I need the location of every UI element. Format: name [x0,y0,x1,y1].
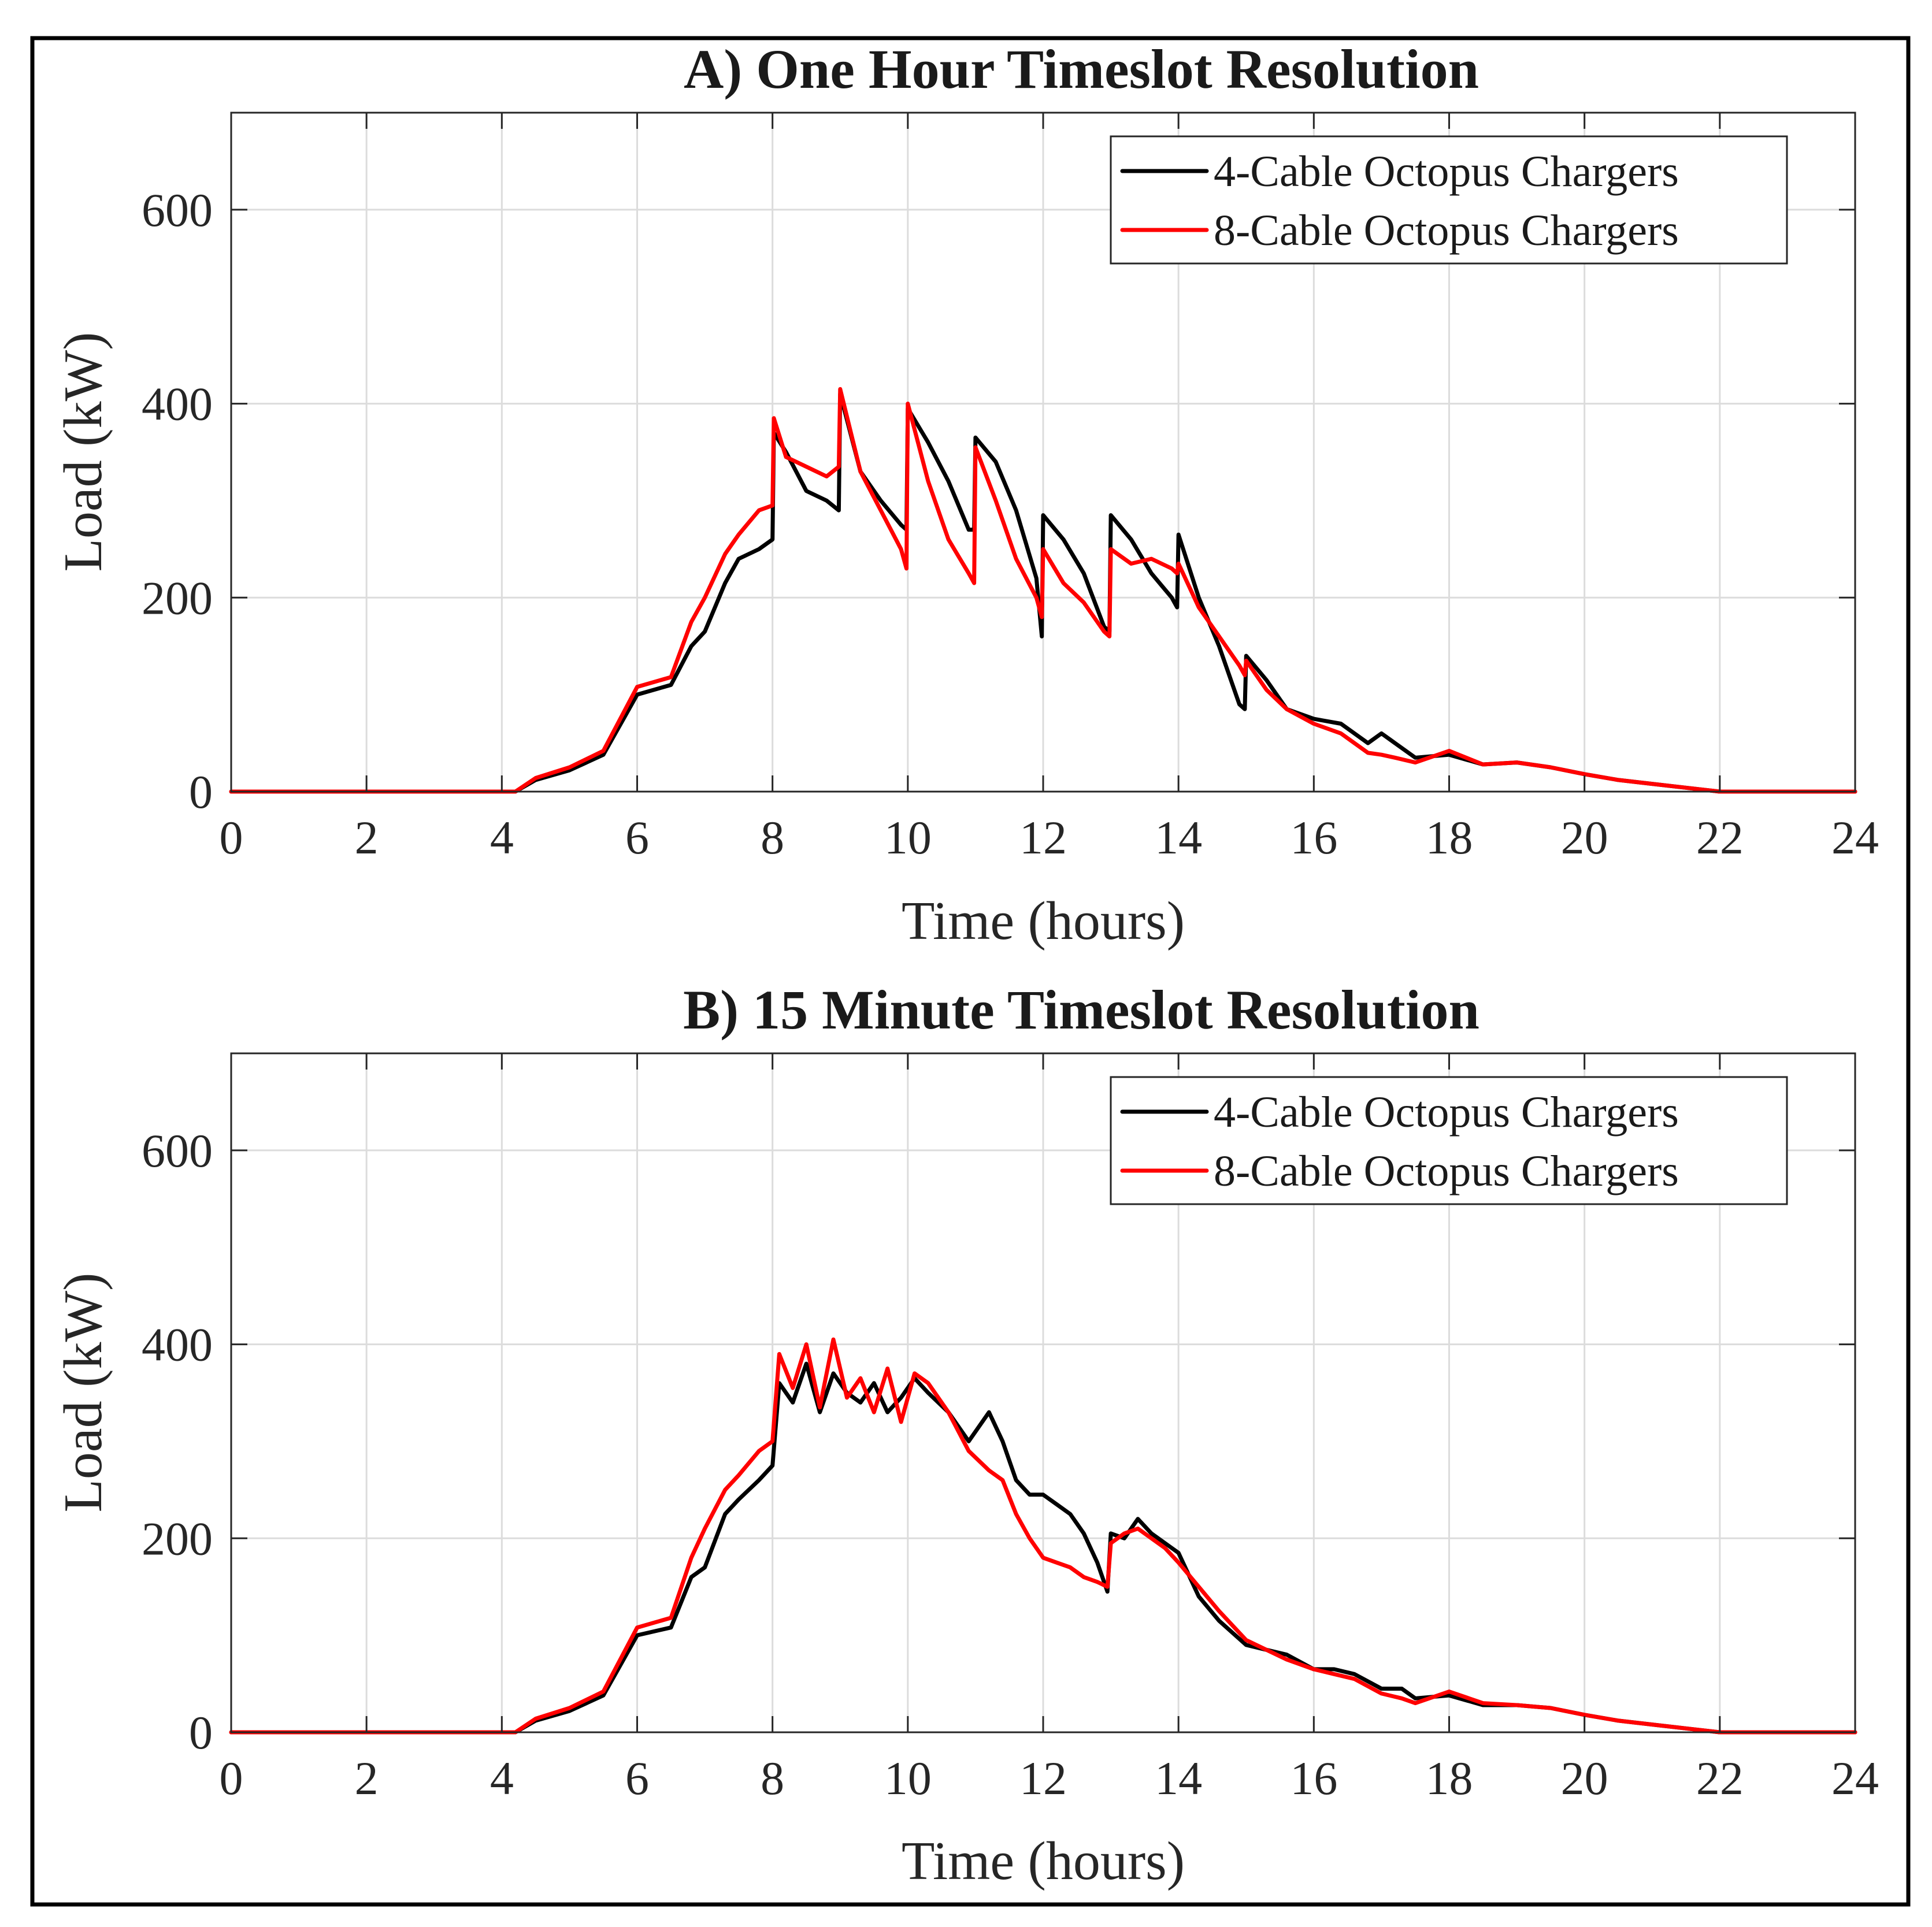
x-tick-label: 24 [1831,811,1879,864]
x-tick-label: 0 [220,811,243,864]
x-tick-label: 4 [490,811,514,864]
y-tick-label: 400 [142,1319,213,1371]
x-tick-label: 2 [355,1752,379,1805]
y-tick-label: 400 [142,378,213,430]
y-tick-label: 200 [142,571,213,624]
x-tick-label: 6 [625,811,649,864]
x-axis-label: Time (hours) [902,891,1185,951]
x-tick-label: 16 [1290,811,1337,864]
series-line-8-cable [229,1337,1857,1735]
x-tick-label: 22 [1696,811,1744,864]
series-line-8-cable [229,387,1857,794]
legend-label-4-cable: 4-Cable Octopus Chargers [1214,1088,1679,1137]
series-group [229,387,1857,794]
x-tick-label: 10 [884,1752,932,1805]
legend-box [1110,1076,1788,1205]
legend-label-4-cable: 4-Cable Octopus Chargers [1214,147,1679,196]
chart-title: A) One Hour Timeslot Resolution [684,38,1479,100]
chart-title: B) 15 Minute Timeslot Resolution [683,979,1479,1041]
panel-a: A) One Hour Timeslot Resolution 0 2 4 6 8 10 1… [53,38,1879,951]
legend-box [1110,135,1788,265]
x-tick-label: 20 [1561,1752,1608,1805]
y-axis-label: Load (kW) [53,1273,113,1513]
x-tick-label: 8 [761,811,784,864]
figure-frame [30,36,1911,1907]
legend-label-8-cable: 8-Cable Octopus Chargers [1214,1147,1679,1195]
x-tick-label: 0 [220,1752,243,1805]
x-tick-label: 10 [884,811,932,864]
x-tick-label: 2 [355,811,379,864]
y-axis-label: Load (kW) [53,332,113,572]
panel-b: B) 15 Minute Timeslot Resolution 0 2 4 6 8 10… [53,979,1879,1891]
x-tick-label: 12 [1019,1752,1067,1805]
y-tick-label: 200 [142,1512,213,1565]
x-tick-label: 18 [1426,1752,1473,1805]
x-tick-label: 14 [1155,1752,1202,1805]
x-tick-label: 18 [1426,811,1473,864]
x-axis-label: Time (hours) [902,1831,1185,1891]
x-tick-label: 24 [1831,1752,1879,1805]
x-tick-label: 6 [625,1752,649,1805]
x-tick-label: 20 [1561,811,1608,864]
y-tick-label: 0 [189,1706,213,1759]
y-tick-label: 600 [142,184,213,236]
y-tick-label: 600 [142,1124,213,1177]
x-tick-label: 12 [1019,811,1067,864]
legend: 4-Cable Octopus Chargers 8-Cable Octopus… [1110,1076,1788,1205]
x-tick-label: 22 [1696,1752,1744,1805]
series-group [229,1337,1857,1735]
legend: 4-Cable Octopus Chargers 8-Cable Octopus… [1110,135,1788,265]
x-tick-label: 8 [761,1752,784,1805]
x-tick-label: 4 [490,1752,514,1805]
y-tick-label: 0 [189,766,213,818]
x-tick-label: 16 [1290,1752,1337,1805]
legend-label-8-cable: 8-Cable Octopus Chargers [1214,206,1679,255]
series-line-4-cable [229,1361,1857,1735]
x-tick-label: 14 [1155,811,1202,864]
series-line-4-cable [229,392,1857,794]
